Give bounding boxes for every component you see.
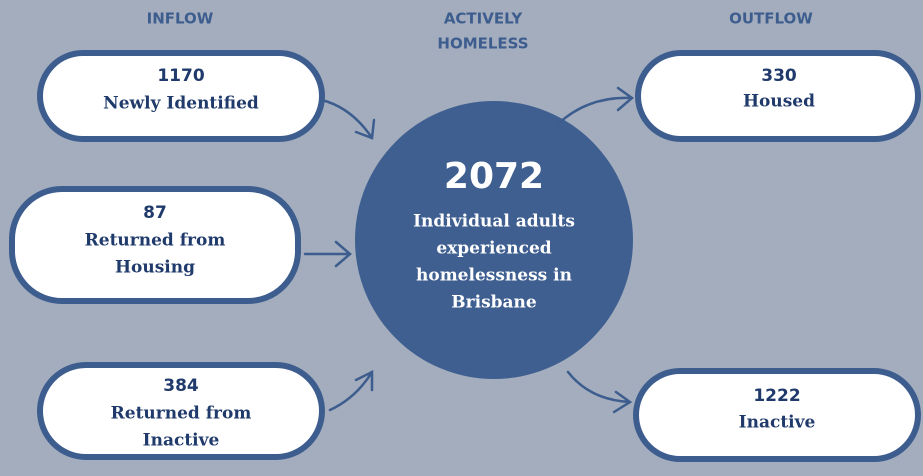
header: HOMELESS [437, 35, 528, 53]
node-box [633, 368, 921, 462]
center-label: homelessness in [416, 266, 572, 286]
node-label: Newly Identified [103, 94, 259, 114]
node-value: 1222 [753, 386, 800, 406]
node-box [635, 50, 921, 142]
header: INFLOW [147, 10, 214, 28]
center-value: 2072 [444, 156, 544, 197]
center-circle [355, 101, 633, 379]
node-box [9, 186, 301, 304]
arrows [303, 86, 635, 414]
center-label: experienced [436, 239, 551, 259]
node-label: Returned from [111, 404, 252, 424]
node-label: Housing [115, 258, 195, 278]
node-label: Returned from [85, 231, 226, 251]
node-label: Inactive [143, 431, 220, 451]
node-value: 1170 [157, 66, 204, 86]
center-label: Brisbane [451, 293, 537, 313]
node-value: 330 [761, 66, 797, 86]
node-value: 384 [163, 376, 199, 396]
header: OUTFLOW [729, 10, 813, 28]
node-label: Housed [743, 92, 815, 112]
center-label: Individual adults [413, 212, 575, 232]
header: ACTIVELY [444, 10, 524, 28]
node-box [37, 50, 325, 142]
node-box [37, 362, 325, 460]
node-value: 87 [143, 203, 167, 223]
node-label: Inactive [739, 413, 816, 433]
